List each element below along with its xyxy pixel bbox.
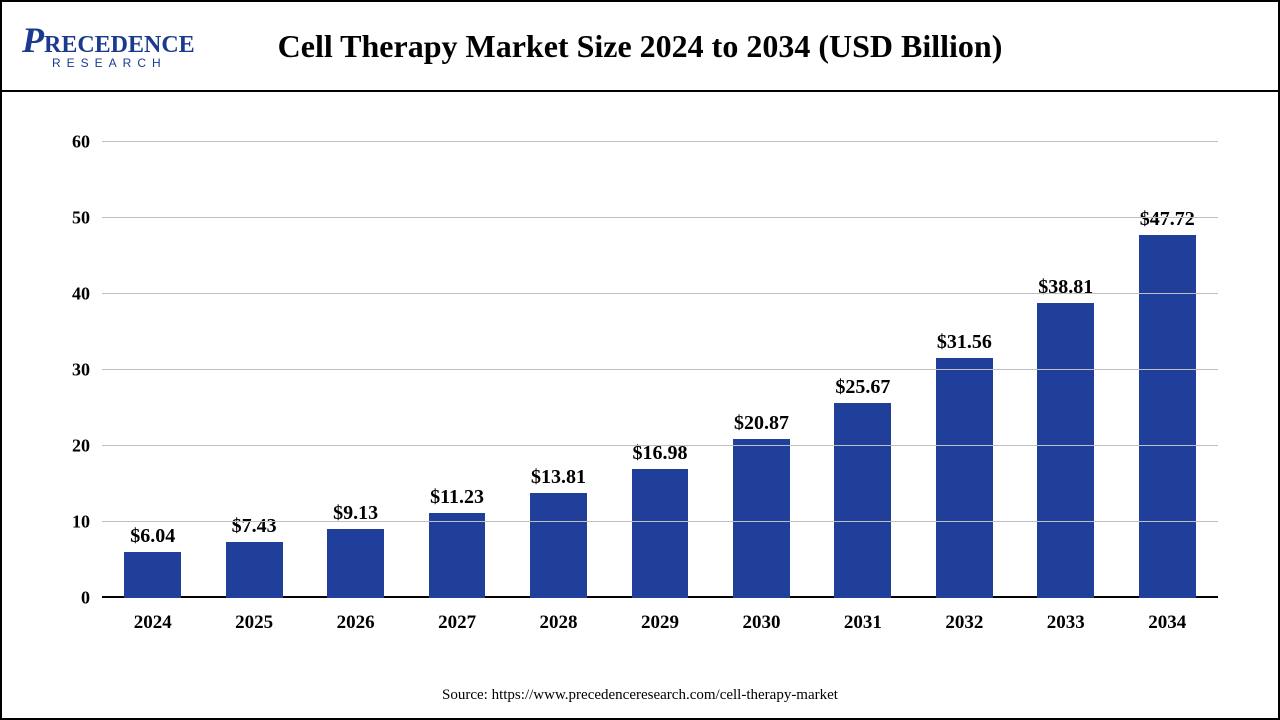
bar-value-label: $11.23	[430, 486, 484, 509]
bar-group: $47.722034	[1117, 142, 1218, 598]
brand-logo: PRECEDENCE RESEARCH	[22, 22, 222, 70]
bar-value-label: $7.43	[232, 515, 277, 538]
x-category-label: 2024	[134, 612, 172, 634]
bar-group: $31.562032	[914, 142, 1015, 598]
bar	[327, 529, 384, 598]
y-tick-label: 40	[72, 284, 102, 305]
bar	[834, 403, 891, 598]
logo-text-block: PRECEDENCE RESEARCH	[22, 22, 195, 70]
chart: $6.042024$7.432025$9.132026$11.232027$13…	[42, 122, 1238, 658]
bar	[936, 358, 993, 598]
bar-value-label: $20.87	[734, 412, 789, 435]
bar	[1139, 235, 1196, 598]
chart-area: $6.042024$7.432025$9.132026$11.232027$13…	[2, 92, 1278, 718]
x-category-label: 2027	[438, 612, 476, 634]
y-tick-label: 0	[81, 588, 102, 609]
bar	[1037, 303, 1094, 598]
bar-value-label: $47.72	[1140, 208, 1195, 231]
bar-group: $9.132026	[305, 142, 406, 598]
logo-initial: P	[22, 20, 44, 60]
bar-group: $11.232027	[406, 142, 507, 598]
bar-value-label: $13.81	[531, 466, 586, 489]
bar-value-label: $25.67	[835, 376, 890, 399]
y-tick-label: 30	[72, 360, 102, 381]
y-tick-label: 50	[72, 208, 102, 229]
gridline	[102, 445, 1218, 446]
x-category-label: 2025	[235, 612, 273, 634]
bar-group: $20.872030	[711, 142, 812, 598]
source-text: Source: https://www.precedenceresearch.c…	[2, 687, 1278, 704]
chart-container: PRECEDENCE RESEARCH Cell Therapy Market …	[0, 0, 1280, 720]
bar-value-label: $38.81	[1038, 276, 1093, 299]
bar-group: $25.672031	[812, 142, 913, 598]
bar-group: $6.042024	[102, 142, 203, 598]
y-tick-label: 60	[72, 132, 102, 153]
logo-rest: RECEDENCE	[44, 32, 195, 58]
gridline	[102, 293, 1218, 294]
x-category-label: 2029	[641, 612, 679, 634]
gridline	[102, 369, 1218, 370]
gridline	[102, 217, 1218, 218]
bar	[530, 493, 587, 598]
bar-value-label: $6.04	[130, 525, 175, 548]
y-tick-label: 20	[72, 436, 102, 457]
y-tick-label: 10	[72, 512, 102, 533]
bar	[733, 439, 790, 598]
bars-container: $6.042024$7.432025$9.132026$11.232027$13…	[102, 142, 1218, 598]
x-category-label: 2032	[945, 612, 983, 634]
bar-group: $16.982029	[609, 142, 710, 598]
bar-group: $13.812028	[508, 142, 609, 598]
x-category-label: 2031	[844, 612, 882, 634]
plot-area: $6.042024$7.432025$9.132026$11.232027$13…	[102, 142, 1218, 598]
header: PRECEDENCE RESEARCH Cell Therapy Market …	[2, 2, 1278, 92]
bar-value-label: $31.56	[937, 331, 992, 354]
gridline	[102, 141, 1218, 142]
x-category-label: 2028	[540, 612, 578, 634]
x-category-label: 2033	[1047, 612, 1085, 634]
gridline	[102, 521, 1218, 522]
bar-group: $38.812033	[1015, 142, 1116, 598]
x-category-label: 2030	[742, 612, 780, 634]
logo-subtitle: RESEARCH	[52, 56, 195, 70]
bar	[632, 469, 689, 598]
bar	[124, 552, 181, 598]
bar	[226, 542, 283, 598]
logo-text: PRECEDENCE	[22, 22, 195, 58]
x-category-label: 2034	[1148, 612, 1186, 634]
bar	[429, 513, 486, 598]
bar-group: $7.432025	[203, 142, 304, 598]
x-category-label: 2026	[337, 612, 375, 634]
